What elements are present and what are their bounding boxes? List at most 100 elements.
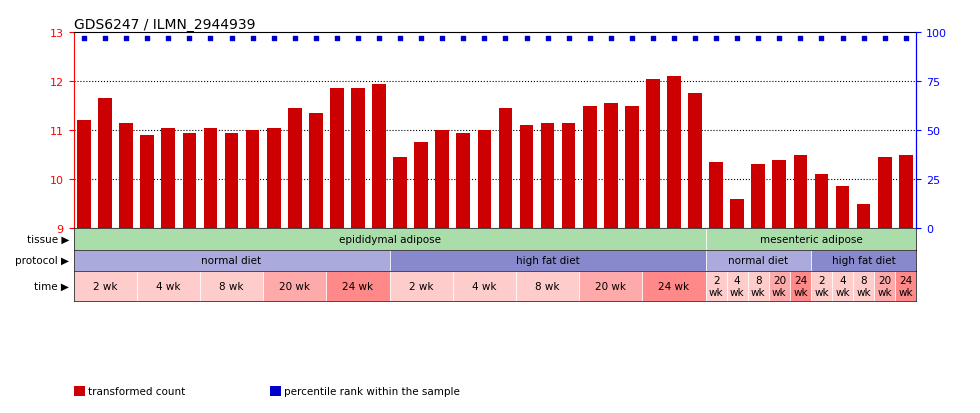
Point <box>476 36 492 42</box>
Bar <box>562 123 575 229</box>
Bar <box>794 155 808 229</box>
Point <box>751 36 766 42</box>
Text: 4
wk: 4 wk <box>835 275 850 297</box>
Point <box>898 36 913 42</box>
Point <box>181 36 197 42</box>
Bar <box>516 271 579 301</box>
Bar <box>854 271 874 301</box>
Bar <box>836 187 850 229</box>
Point <box>350 36 366 42</box>
Bar <box>415 143 428 229</box>
Bar <box>706 229 916 250</box>
Point <box>308 36 323 42</box>
Bar <box>730 199 744 229</box>
Bar <box>790 271 811 301</box>
Point <box>856 36 871 42</box>
Bar <box>267 128 280 229</box>
Text: high fat diet: high fat diet <box>832 256 896 266</box>
Text: 24
wk: 24 wk <box>899 275 913 297</box>
Point <box>540 36 556 42</box>
Point <box>329 36 345 42</box>
Bar <box>435 131 449 229</box>
Text: 20
wk: 20 wk <box>877 275 892 297</box>
Text: high fat diet: high fat diet <box>515 256 579 266</box>
Text: 24 wk: 24 wk <box>342 281 373 291</box>
Bar <box>667 77 681 229</box>
Bar <box>604 104 617 229</box>
Point <box>161 36 176 42</box>
Bar <box>393 158 407 229</box>
Bar <box>878 158 892 229</box>
Text: transformed count: transformed count <box>88 387 185 396</box>
Bar <box>688 94 702 229</box>
Point <box>687 36 703 42</box>
Bar <box>772 160 786 229</box>
Bar <box>288 109 302 229</box>
Point <box>97 36 113 42</box>
Bar <box>200 271 263 301</box>
Bar <box>579 271 643 301</box>
Point <box>434 36 450 42</box>
Point <box>245 36 261 42</box>
Text: 4 wk: 4 wk <box>472 281 497 291</box>
Bar <box>372 84 386 229</box>
Point <box>645 36 661 42</box>
Point <box>793 36 808 42</box>
Text: tissue ▶: tissue ▶ <box>26 234 70 244</box>
Point <box>518 36 534 42</box>
Text: 8 wk: 8 wk <box>220 281 244 291</box>
Text: 4 wk: 4 wk <box>156 281 180 291</box>
Text: 20 wk: 20 wk <box>279 281 311 291</box>
Point <box>392 36 408 42</box>
Text: percentile rank within the sample: percentile rank within the sample <box>284 387 460 396</box>
Bar <box>857 204 870 229</box>
Text: 20 wk: 20 wk <box>595 281 626 291</box>
Bar <box>74 250 390 271</box>
Point <box>223 36 239 42</box>
Bar <box>263 271 326 301</box>
Point <box>119 36 134 42</box>
Bar <box>814 175 828 229</box>
Bar <box>625 107 639 229</box>
Bar <box>182 133 196 229</box>
Bar <box>330 89 344 229</box>
Bar <box>74 229 706 250</box>
Text: 2 wk: 2 wk <box>409 281 433 291</box>
Point <box>666 36 682 42</box>
Bar <box>832 271 854 301</box>
Bar <box>477 131 491 229</box>
Bar <box>246 131 260 229</box>
Bar <box>811 271 832 301</box>
Bar <box>499 109 513 229</box>
Bar <box>727 271 748 301</box>
Text: 2
wk: 2 wk <box>709 275 723 297</box>
Text: GDS6247 / ILMN_2944939: GDS6247 / ILMN_2944939 <box>74 18 255 32</box>
Bar <box>74 271 137 301</box>
Point <box>287 36 303 42</box>
Bar <box>896 271 916 301</box>
Point <box>561 36 576 42</box>
Point <box>456 36 471 42</box>
Point <box>371 36 387 42</box>
Bar <box>646 79 660 229</box>
Point <box>835 36 851 42</box>
Bar <box>706 250 811 271</box>
Bar <box>706 271 727 301</box>
Bar <box>351 89 365 229</box>
Text: 2
wk: 2 wk <box>814 275 829 297</box>
Text: 8
wk: 8 wk <box>751 275 765 297</box>
Text: 8 wk: 8 wk <box>535 281 560 291</box>
Text: mesenteric adipose: mesenteric adipose <box>760 234 862 244</box>
Bar <box>748 271 769 301</box>
Text: normal diet: normal diet <box>728 256 788 266</box>
Text: 2 wk: 2 wk <box>93 281 118 291</box>
Bar <box>309 114 322 229</box>
Point <box>729 36 745 42</box>
Bar <box>811 250 916 271</box>
Bar <box>710 163 723 229</box>
Bar <box>224 133 238 229</box>
Text: 24 wk: 24 wk <box>659 281 690 291</box>
Bar <box>98 99 112 229</box>
Bar <box>519 126 533 229</box>
Bar <box>874 271 896 301</box>
